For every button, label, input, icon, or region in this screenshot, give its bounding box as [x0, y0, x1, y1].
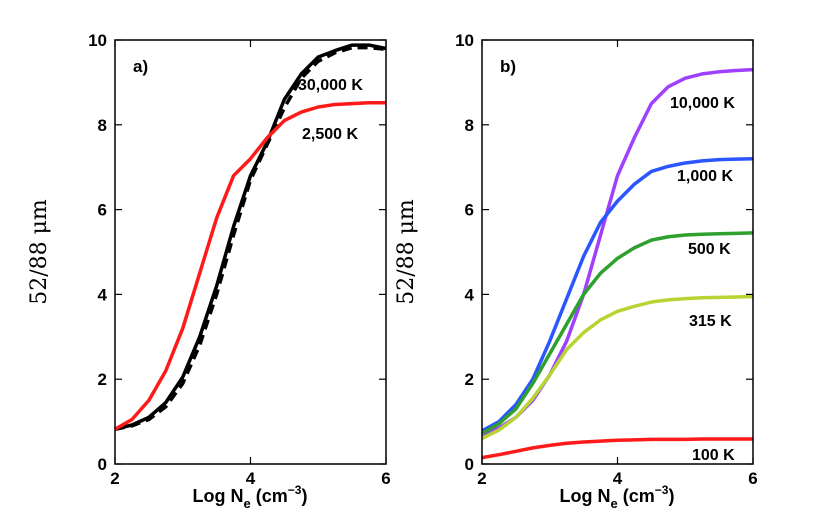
panel-b-y-axis-label: 52/88 μm: [394, 199, 419, 305]
panel-b-x-label-main: Log N: [560, 486, 611, 506]
panel-b-series-500-k: [481, 231, 754, 435]
panel-b-label: b): [500, 57, 516, 76]
panel-a-x-tick-label: 4: [246, 469, 256, 488]
panel-b-curve-label-500-k: 500 K: [688, 241, 731, 258]
panel-b-series: [481, 67, 754, 460]
panel-a-series-30-000-k: [114, 43, 387, 431]
panel-a-curve-label-30-000-k: 30,000 K: [298, 77, 363, 94]
panel-b-x-tick-label: 6: [748, 469, 757, 488]
panel-a-y-tick-label: 0: [98, 455, 107, 474]
panel-b-series-315-k: [481, 294, 754, 441]
panel-b-ticks: [481, 39, 754, 465]
panel-a-y-tick-label: 6: [98, 201, 107, 220]
panel-b-series-100-k: [481, 437, 753, 460]
panel-b-x-axis-label: Log Ne (cm−3): [560, 483, 675, 511]
panel-b-y-tick-label: 10: [455, 31, 474, 50]
panel-b-curve-label-315-k: 315 K: [689, 313, 732, 330]
panel-a-y-tick-label: 10: [88, 31, 107, 50]
panel-b-curve-labels: 10,000 K 1,000 K 500 K 315 K 100 K: [670, 95, 735, 464]
panel-a-x-axis-label: Log Ne (cm−3): [193, 483, 308, 511]
panel-b-curve-label-10-000-k: 10,000 K: [670, 95, 735, 112]
panel-b-y-tick-label: 6: [465, 201, 474, 220]
panel-b-y-tick-label: 0: [465, 455, 474, 474]
panel-a-y-tick-label: 4: [98, 285, 108, 304]
panel-b-y-tick-label: 4: [465, 285, 475, 304]
panel-a-x-label-sup: −3: [288, 483, 302, 497]
panel-a-y-tick-label: 8: [98, 116, 107, 135]
panel-b-series-1-000-k: [481, 156, 754, 433]
panel-a-series-30-000-k-dashed: [114, 45, 387, 431]
panel-b-y-tick-label: 2: [465, 370, 474, 389]
panel-a-x-label-unit-open: (cm: [251, 486, 288, 506]
panel-a-x-label-unit-close: ): [301, 486, 307, 506]
panel-a-x-tick-label: 6: [381, 469, 390, 488]
panel-a-ticks: [114, 39, 387, 465]
panel-a-x-tick-label: 2: [110, 469, 119, 488]
panel-a-series-2-500-k: [114, 101, 386, 431]
panel-b-curve-label-100-k: 100 K: [692, 447, 735, 464]
panel-a-curve-label-2-500-k: 2,500 K: [302, 126, 358, 143]
panel-b-x-label-unit-open: (cm: [618, 486, 655, 506]
panel-a-x-label-sub: e: [244, 496, 251, 511]
panel-b-x-label-sup: −3: [655, 483, 669, 497]
panel-b-y-tick-label: 8: [465, 116, 474, 135]
panel-b-x-tick-label: 4: [613, 469, 623, 488]
panel-a-curve-labels: 30,000 K 2,500 K: [298, 77, 363, 143]
panel-b-x-label-unit-close: ): [668, 486, 674, 506]
panel-a-y-axis-label: 52/88 μm: [27, 199, 52, 305]
panel-a-label: a): [133, 57, 148, 76]
panel-a-x-label-main: Log N: [193, 486, 244, 506]
panel-b-x-tick-label: 2: [477, 469, 486, 488]
panel-b-curve-label-1-000-k: 1,000 K: [677, 168, 733, 185]
panel-b-x-label-sub: e: [611, 496, 618, 511]
panel-a-y-tick-label: 2: [98, 370, 107, 389]
panel-a-series: [114, 43, 387, 431]
